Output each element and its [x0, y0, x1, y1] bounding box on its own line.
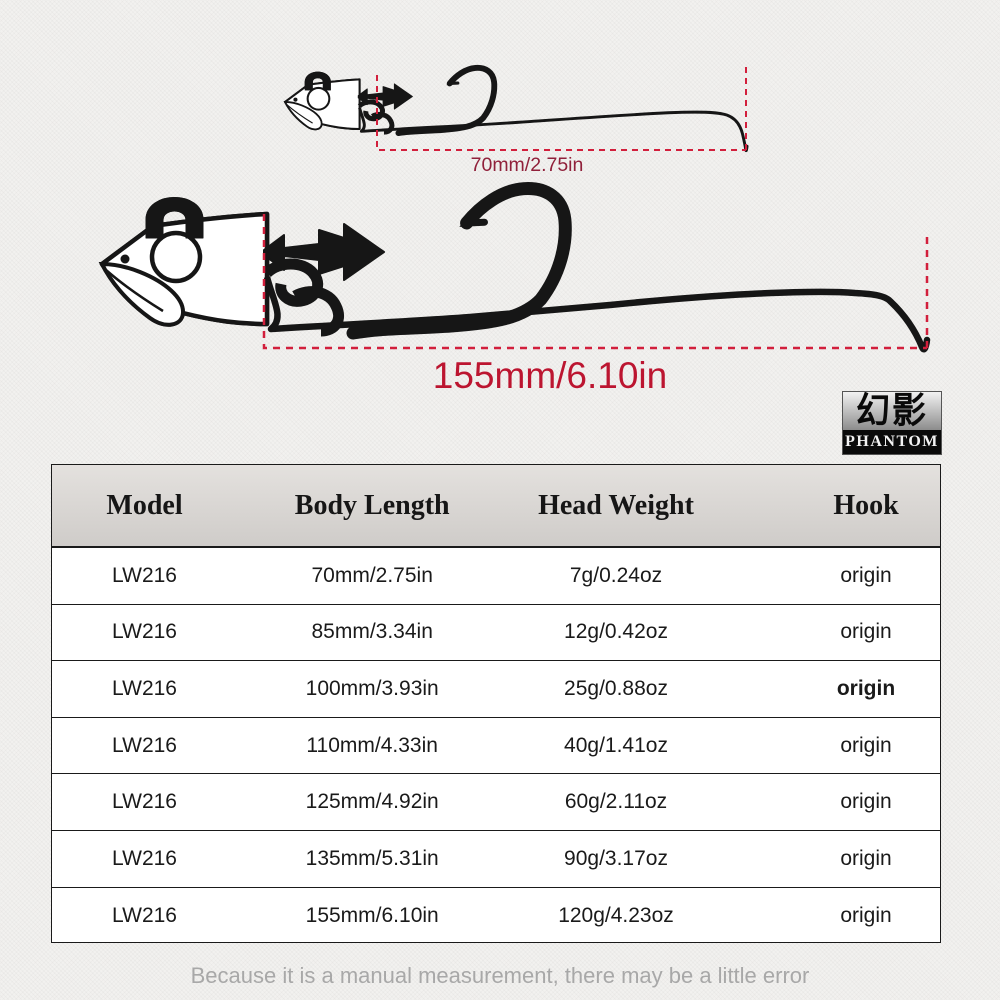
svg-text:70mm/2.75in: 70mm/2.75in — [471, 154, 584, 176]
svg-text:155mm/6.10in: 155mm/6.10in — [433, 355, 667, 396]
